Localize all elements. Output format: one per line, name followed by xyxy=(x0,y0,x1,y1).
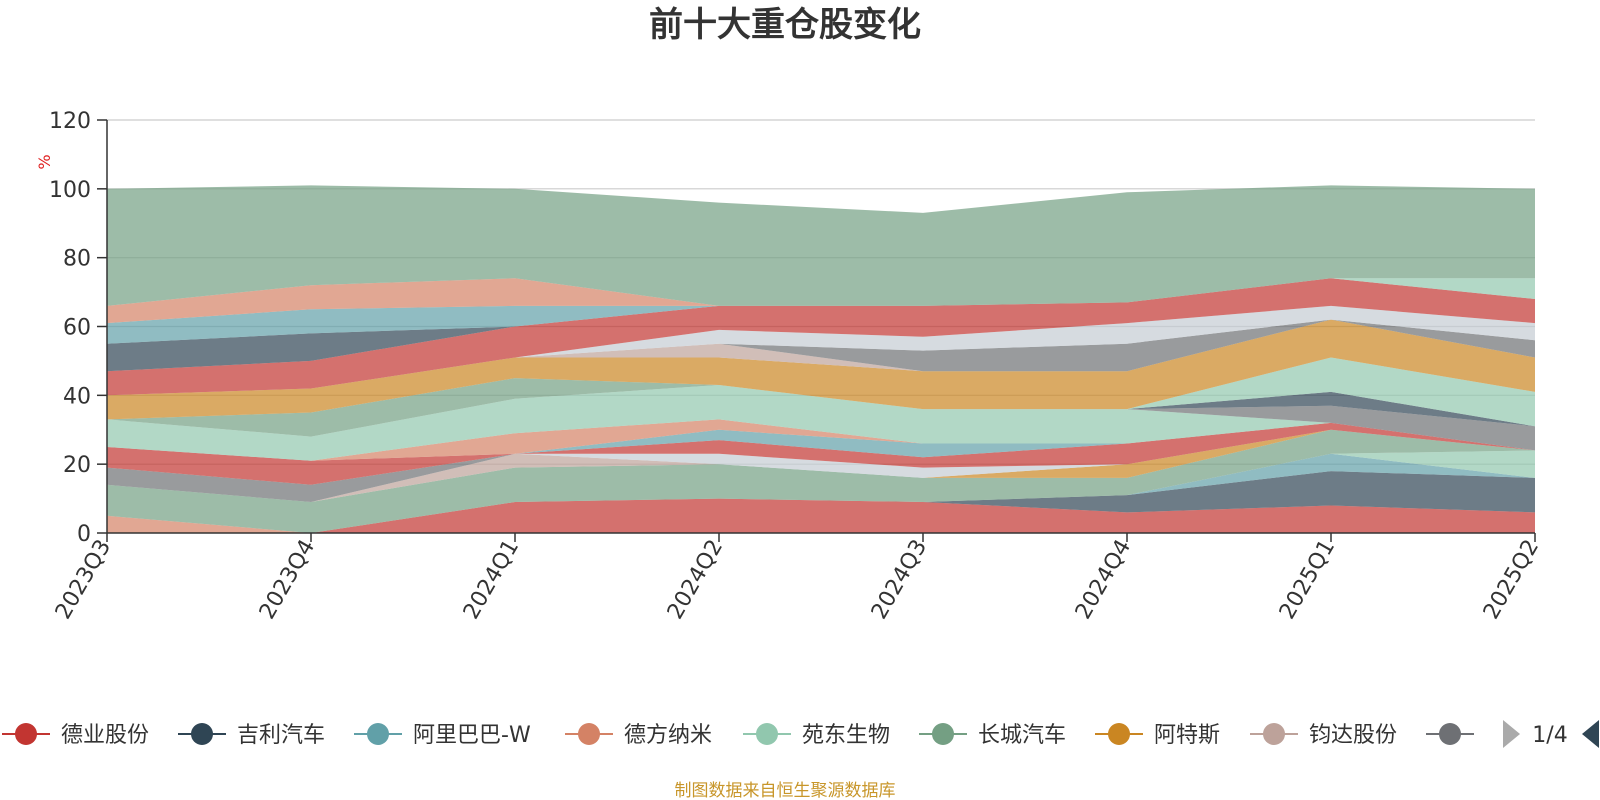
legend-circle-marker xyxy=(1108,723,1130,745)
legend-circle-marker xyxy=(578,723,600,745)
triangle-left-icon[interactable] xyxy=(1503,720,1520,748)
legend-label: 长城汽车 xyxy=(978,723,1066,748)
y-tick-label: 40 xyxy=(63,384,91,409)
legend-page-indicator: 1/4 xyxy=(1532,723,1567,748)
legend-label: 吉利汽车 xyxy=(237,723,325,748)
area-series-13[interactable] xyxy=(107,419,1535,461)
area-series-26[interactable] xyxy=(107,278,1535,324)
legend-label: 德方纳米 xyxy=(624,723,712,748)
x-tick-label: 2023Q3 xyxy=(51,536,116,624)
y-tick-label: 100 xyxy=(49,178,91,203)
legend-item[interactable] xyxy=(1426,723,1474,745)
legend-item[interactable]: 德方纳米 xyxy=(565,723,712,748)
x-tick-label: 2025Q2 xyxy=(1479,536,1544,624)
area-series-19[interactable] xyxy=(107,319,1535,420)
legend-label: 阿特斯 xyxy=(1154,723,1220,748)
area-series-1[interactable] xyxy=(107,471,1535,533)
area-series-17[interactable] xyxy=(107,378,1535,427)
x-tick-label: 2024Q1 xyxy=(459,536,524,624)
legend-circle-marker xyxy=(932,723,954,745)
legend-circle-marker xyxy=(191,723,213,745)
legend-item[interactable]: 钧达股份 xyxy=(1250,723,1397,748)
area-series-2[interactable] xyxy=(107,453,1535,533)
area-series-15[interactable] xyxy=(107,378,1535,451)
area-series-5[interactable] xyxy=(107,429,1535,533)
legend-item[interactable]: 德业股份 xyxy=(2,723,149,748)
y-tick-label: 120 xyxy=(49,109,91,134)
legend-item[interactable]: 长城汽车 xyxy=(919,723,1066,748)
area-series-22[interactable] xyxy=(107,305,1535,396)
area-series-18[interactable] xyxy=(107,357,1535,427)
area-series-8[interactable] xyxy=(107,429,1535,502)
y-tick-label: 80 xyxy=(63,247,91,272)
x-tick-label: 2023Q4 xyxy=(255,536,320,624)
legend-label: 阿里巴巴-W xyxy=(413,723,531,748)
legend-label: 钧达股份 xyxy=(1309,723,1397,748)
legend-label: 苑东生物 xyxy=(802,723,890,748)
legend-item[interactable]: 阿里巴巴-W xyxy=(354,723,531,748)
area-series-25[interactable] xyxy=(107,278,1535,344)
x-tick-label: 2025Q1 xyxy=(1275,536,1340,624)
area-series-21[interactable] xyxy=(107,319,1535,396)
area-series-24[interactable] xyxy=(107,278,1535,372)
y-tick-label: 20 xyxy=(63,453,91,478)
x-tick-label: 2024Q4 xyxy=(1071,536,1136,624)
area-series-16[interactable] xyxy=(107,378,1535,451)
legend-circle-marker xyxy=(756,723,778,745)
area-series-23[interactable] xyxy=(107,278,1535,396)
y-tick-label: 0 xyxy=(77,522,91,547)
legend-circle-marker xyxy=(15,723,37,745)
legend-item[interactable]: 阿特斯 xyxy=(1095,723,1220,748)
legend-item[interactable]: 吉利汽车 xyxy=(178,723,325,748)
area-series-11[interactable] xyxy=(107,422,1535,485)
x-tick-label: 2024Q3 xyxy=(867,536,932,624)
x-tick-label: 2024Q2 xyxy=(663,536,728,624)
legend: 德业股份 吉利汽车 阿里巴巴-W 德方纳米 苑东生物 长城汽车 阿特斯 钧达股份 1/4 xyxy=(2,720,1599,748)
legend-circle-marker xyxy=(367,723,389,745)
area-series-27[interactable] xyxy=(107,278,1535,306)
area-series-28[interactable] xyxy=(107,185,1535,306)
area-series-12[interactable] xyxy=(107,422,1535,461)
triangle-right-icon[interactable] xyxy=(1582,720,1599,748)
area-series xyxy=(107,185,1535,533)
source-note: 制图数据来自恒生聚源数据库 xyxy=(675,781,896,800)
legend-circle-marker xyxy=(1263,723,1285,745)
chart-title: 前十大重仓股变化 xyxy=(649,5,921,45)
legend-label: 德业股份 xyxy=(61,723,149,748)
y-axis-unit: % xyxy=(35,154,54,169)
area-series-0[interactable] xyxy=(107,498,1535,533)
legend-circle-marker xyxy=(1439,723,1461,745)
area-series-14[interactable] xyxy=(107,385,1535,461)
y-tick-label: 60 xyxy=(63,316,91,341)
area-series-4[interactable] xyxy=(107,450,1535,533)
legend-item[interactable]: 苑东生物 xyxy=(743,723,890,748)
